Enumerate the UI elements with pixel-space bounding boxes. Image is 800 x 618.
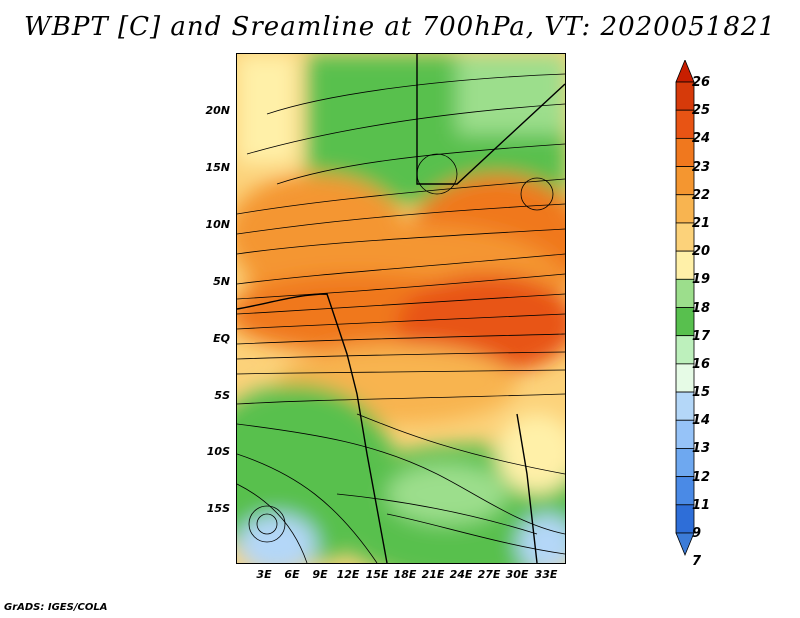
colorbar-label: 11 — [692, 497, 711, 513]
lon-label-21e: 21E — [421, 568, 445, 581]
colorbar-segment — [675, 532, 695, 557]
lon-label-33e: 33E — [534, 568, 558, 581]
lat-label-5n: 5N — [213, 275, 230, 288]
colorbar-label: 12 — [692, 469, 711, 485]
lat-label-10s: 10S — [206, 445, 230, 458]
colorbar-label: 15 — [692, 385, 711, 401]
lon-label-3e: 3E — [256, 568, 272, 581]
credit-text: GrADS: IGES/COLA — [4, 602, 108, 613]
lon-label-12e: 12E — [336, 568, 360, 581]
lat-label-20n: 20N — [205, 104, 230, 117]
colorbar-label: 16 — [692, 356, 711, 372]
lat-label-10n: 10N — [205, 218, 230, 231]
map-title: WBPT [C] and Sreamline at 700hPa, VT: 20… — [24, 12, 776, 42]
map-plot-area — [236, 53, 566, 564]
colorbar-label: 13 — [692, 441, 711, 457]
lat-label-15n: 15N — [205, 161, 230, 174]
borders — [237, 54, 565, 563]
lon-label-30e: 30E — [505, 568, 529, 581]
lat-label-15s: 15S — [206, 502, 230, 515]
map-svg — [237, 54, 565, 563]
colorbar-label: 26 — [692, 75, 711, 90]
lon-label-15e: 15E — [365, 568, 389, 581]
colorbar-label: 21 — [692, 215, 711, 231]
colorbar-label: 19 — [692, 272, 711, 288]
colorbar-label: 25 — [692, 103, 711, 119]
colorbar — [675, 60, 695, 557]
streamlines — [237, 73, 565, 563]
lon-label-6e: 6E — [284, 568, 300, 581]
colorbar-label: 22 — [692, 187, 711, 203]
colorbar-label: 23 — [692, 159, 711, 175]
colorbar-label: 18 — [692, 300, 711, 316]
colorbar-label: 24 — [692, 131, 711, 147]
colorbar-label: 7 — [692, 554, 702, 570]
lat-label-5s: 5S — [214, 389, 230, 402]
colorbar-label: 9 — [692, 526, 702, 541]
lon-label-24e: 24E — [449, 568, 473, 581]
lon-label-18e: 18E — [393, 568, 417, 581]
lat-label-eq: EQ — [213, 332, 230, 345]
lon-label-9e: 9E — [312, 568, 328, 581]
colorbar-label: 14 — [692, 413, 711, 429]
colorbar-label: 17 — [692, 328, 711, 344]
colorbar-label: 20 — [692, 244, 711, 260]
lon-label-27e: 27E — [477, 568, 501, 581]
wbpt-field — [237, 54, 565, 563]
